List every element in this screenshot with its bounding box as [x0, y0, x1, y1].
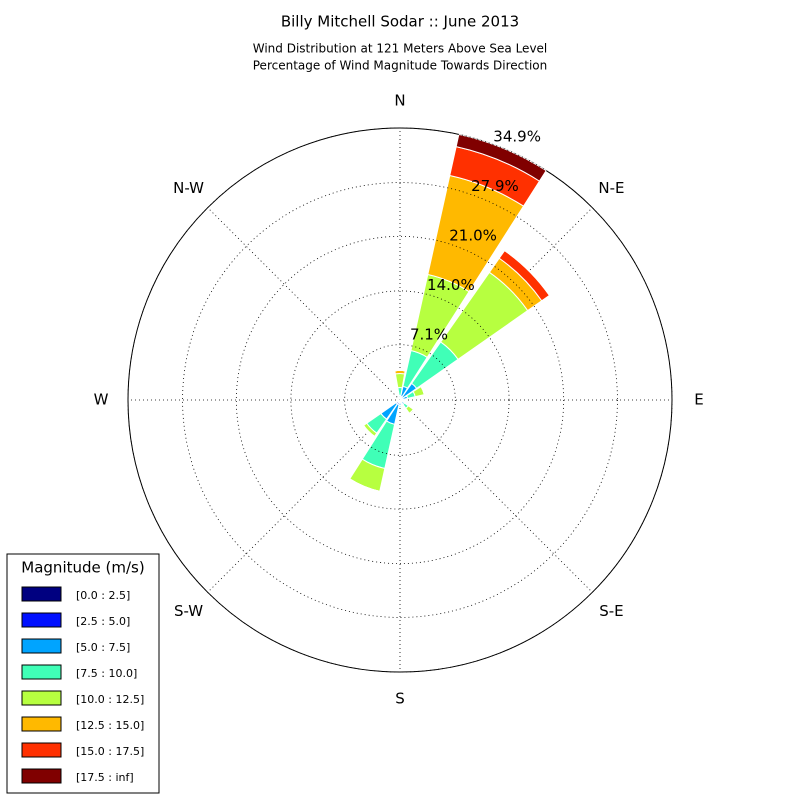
direction-label: E [694, 391, 703, 409]
legend: Magnitude (m/s) [0.0 : 2.5] [2.5 : 5.0] [5… [6, 553, 160, 794]
wind-bar [405, 405, 415, 415]
legend-swatch [21, 690, 62, 706]
legend-label: [5.0 : 7.5] [76, 641, 130, 654]
direction-label: S-W [174, 602, 203, 620]
legend-swatch [21, 742, 62, 758]
spoke-line [207, 207, 401, 401]
legend-label: [17.5 : inf] [76, 771, 134, 784]
r-tick-label: 34.9% [493, 127, 541, 145]
wind-bar [363, 425, 375, 437]
grid-ring [127, 127, 673, 673]
legend-label: [10.0 : 12.5] [76, 693, 144, 706]
legend-swatch [21, 586, 62, 602]
grid-ring [344, 344, 456, 456]
direction-label: N [394, 92, 405, 110]
legend-label: [2.5 : 5.0] [76, 615, 130, 628]
spoke-line [207, 399, 401, 593]
legend-label: [12.5 : 15.0] [76, 719, 144, 732]
legend-label: [7.5 : 10.0] [76, 667, 137, 680]
chart-subtitle: Wind Distribution at 121 Meters Above Se… [253, 42, 548, 56]
legend-swatch [21, 768, 62, 784]
plot-area: 7.1% 14.0% 21.0% 27.9% 34.9% N N-E E S-E S S-W W N-W [94, 92, 704, 708]
wind-bar [409, 409, 414, 414]
r-tick-label: 14.0% [427, 276, 475, 294]
legend-title: Magnitude (m/s) [21, 559, 144, 577]
legend-swatch [21, 612, 62, 628]
chart-title: Billy Mitchell Sodar :: June 2013 [281, 13, 519, 31]
legend-swatch [21, 638, 62, 654]
direction-label: S [395, 690, 405, 708]
chart-subtitle: Percentage of Wind Magnitude Towards Dir… [253, 59, 547, 73]
r-tick-label: 7.1% [410, 325, 448, 343]
direction-label: W [94, 391, 109, 409]
r-tick-label: 27.9% [471, 177, 519, 195]
direction-label: N-W [173, 179, 204, 197]
wind-bar [504, 250, 550, 296]
grid-ring [290, 290, 510, 510]
direction-label: S-E [599, 602, 623, 620]
wind-bar [455, 133, 547, 182]
legend-swatch [21, 716, 62, 732]
grid-ring [235, 235, 565, 565]
r-tick-label: 21.0% [449, 226, 497, 244]
direction-label: N-E [598, 179, 624, 197]
legend-label: [15.0 : 17.5] [76, 745, 144, 758]
spoke-line [399, 399, 593, 593]
grid-ring [182, 182, 618, 618]
legend-swatch [21, 664, 62, 680]
legend-label: [0.0 : 2.5] [76, 589, 130, 602]
